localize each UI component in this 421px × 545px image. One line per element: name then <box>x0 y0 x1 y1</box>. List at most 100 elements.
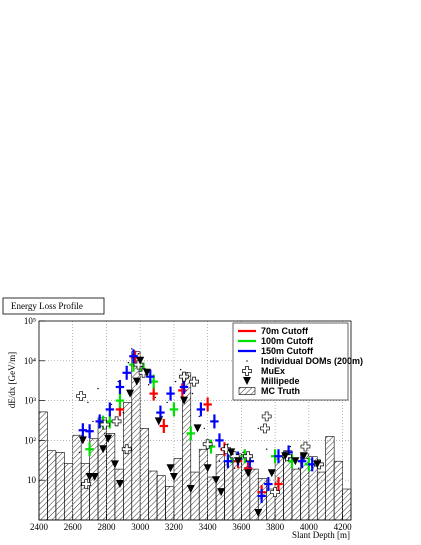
x-tick-label: 2600 <box>64 522 83 532</box>
data-point <box>270 487 280 498</box>
data-point <box>203 427 205 430</box>
open-cross <box>243 451 253 462</box>
legend-label: Individual DOMs (200m) <box>261 356 363 366</box>
data-point <box>234 457 243 466</box>
data-point <box>265 448 268 450</box>
dot <box>78 451 81 454</box>
triangle <box>234 457 243 466</box>
dot <box>298 467 300 469</box>
data-point <box>257 427 259 430</box>
data-point <box>154 417 163 426</box>
data-point <box>129 349 138 364</box>
data-point <box>147 384 150 386</box>
data-point <box>212 420 214 423</box>
triangle <box>180 396 189 405</box>
data-point <box>221 444 232 455</box>
histogram-bar <box>316 471 327 521</box>
data-point <box>76 391 87 401</box>
data-point <box>132 377 141 386</box>
dot <box>147 384 150 386</box>
dot <box>233 467 236 469</box>
dot <box>122 411 125 414</box>
data-point <box>154 396 157 399</box>
histogram-bar <box>114 468 124 521</box>
data-point <box>179 368 182 371</box>
triangle <box>99 445 108 454</box>
dot <box>212 420 214 423</box>
legend-key <box>246 360 248 362</box>
dot <box>174 380 177 383</box>
data-point <box>126 389 135 398</box>
legend-label: 100m Cutoff <box>261 336 314 346</box>
x-tick-label: 3600 <box>232 522 251 532</box>
dot <box>265 448 268 450</box>
dot <box>203 427 205 430</box>
triangle <box>169 473 178 482</box>
y-tick-label: 10³ <box>24 396 36 406</box>
triangle <box>217 488 226 497</box>
dot <box>198 415 200 418</box>
dot <box>97 387 99 390</box>
data-point <box>274 477 283 492</box>
histogram-bar <box>173 458 183 521</box>
data-point <box>198 415 200 418</box>
open-cross <box>260 423 270 434</box>
data-point <box>166 464 175 473</box>
data-point <box>99 419 110 430</box>
data-point <box>260 423 270 434</box>
data-point <box>227 448 236 457</box>
data-point <box>291 457 300 466</box>
dot <box>186 372 189 374</box>
dot <box>289 445 291 448</box>
open-cross <box>261 411 272 422</box>
legend-label: 150m Cutoff <box>261 346 314 356</box>
data-point <box>186 426 195 441</box>
data-point <box>105 402 115 417</box>
legend-hatch <box>238 387 256 395</box>
data-point <box>122 411 125 414</box>
legend-label: 70m Cutoff <box>261 326 309 336</box>
data-point <box>149 386 158 401</box>
open-cross <box>242 366 252 376</box>
y-tick-label: 10⁵ <box>24 316 36 326</box>
histogram-bar <box>38 411 48 521</box>
chart-title: Energy Loss Profile <box>11 301 83 311</box>
data-point <box>210 414 219 429</box>
data-point <box>85 473 94 482</box>
data-point <box>169 402 179 417</box>
triangle <box>193 424 202 433</box>
data-point <box>313 460 322 469</box>
legend-box <box>232 322 349 401</box>
data-point <box>110 403 113 406</box>
open-cross <box>300 441 311 452</box>
data-point <box>193 424 202 433</box>
histogram-bar <box>182 372 192 521</box>
histogram-bar <box>89 438 99 521</box>
triangle <box>154 417 163 426</box>
histogram-bar <box>131 351 141 521</box>
triangle <box>291 457 300 466</box>
data-point <box>189 376 200 387</box>
data-point <box>166 401 168 404</box>
histogram-bar <box>139 428 149 521</box>
triangle <box>313 460 322 469</box>
histogram-bar <box>224 460 234 521</box>
triangle <box>104 434 113 443</box>
plot-frame <box>38 320 352 521</box>
data-point <box>180 396 189 405</box>
data-point <box>250 460 253 462</box>
data-point <box>169 473 178 482</box>
triangle <box>203 464 212 473</box>
histogram-bar <box>47 450 57 521</box>
triangle <box>299 452 308 461</box>
histogram-bar <box>72 434 82 521</box>
data-point <box>122 365 131 380</box>
triangle <box>110 460 119 469</box>
data-point <box>78 451 81 454</box>
dot <box>166 401 168 404</box>
data-point <box>233 467 236 469</box>
data-point <box>186 485 195 494</box>
histogram-bar <box>63 463 74 521</box>
open-cross <box>121 444 132 455</box>
